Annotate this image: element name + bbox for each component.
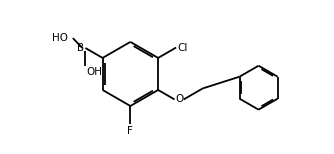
Text: F: F: [128, 126, 133, 136]
Text: HO: HO: [52, 33, 68, 43]
Text: B: B: [77, 43, 84, 53]
Text: Cl: Cl: [177, 43, 188, 53]
Text: O: O: [176, 94, 184, 104]
Text: OH: OH: [87, 67, 103, 77]
